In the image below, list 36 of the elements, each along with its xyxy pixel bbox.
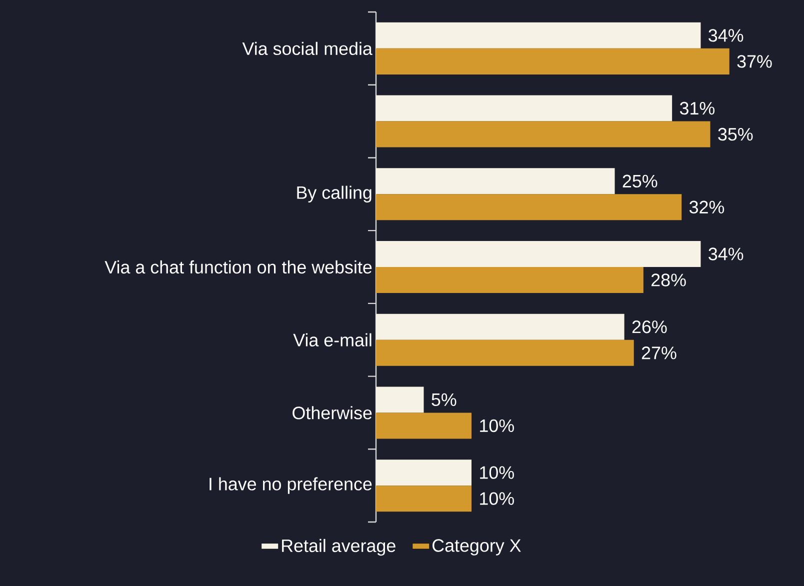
bar [376, 412, 472, 439]
data-label: 28% [652, 274, 686, 286]
data-label: 34% [708, 29, 744, 42]
bar [376, 168, 615, 194]
data-label: 31% [680, 102, 715, 115]
data-label: 27% [642, 346, 676, 360]
y-tick-label: Via a chat function on the website [104, 260, 372, 274]
bar [376, 22, 701, 48]
data-label: 35% [718, 128, 753, 141]
bar [376, 267, 644, 294]
legend-label: Category X [432, 539, 521, 556]
data-label: 10% [480, 492, 514, 505]
data-label: 32% [689, 200, 724, 214]
y-tick-label: I have no preference [210, 477, 372, 494]
bar [376, 95, 672, 122]
y-tick-label: Via social media [242, 42, 372, 56]
data-label: 10% [480, 466, 514, 479]
bar [376, 194, 682, 220]
y-tick-label: Otherwise [292, 406, 372, 420]
data-label: 25% [622, 174, 658, 188]
y-tick-label: By calling [297, 186, 372, 203]
bar [376, 460, 472, 486]
data-label: 26% [632, 320, 667, 334]
bar [376, 340, 634, 366]
data-label: 5% [432, 393, 456, 406]
bar [376, 121, 710, 148]
bar [376, 48, 730, 74]
legend-label: Retail average [282, 538, 396, 556]
bar [376, 241, 701, 268]
bar [376, 314, 624, 340]
bar [376, 486, 472, 512]
y-tick-label: Via e-mail [293, 333, 372, 346]
data-label: 10% [480, 419, 514, 432]
data-label: 34% [708, 248, 744, 260]
data-label: 37% [737, 55, 772, 68]
bar [376, 386, 424, 413]
